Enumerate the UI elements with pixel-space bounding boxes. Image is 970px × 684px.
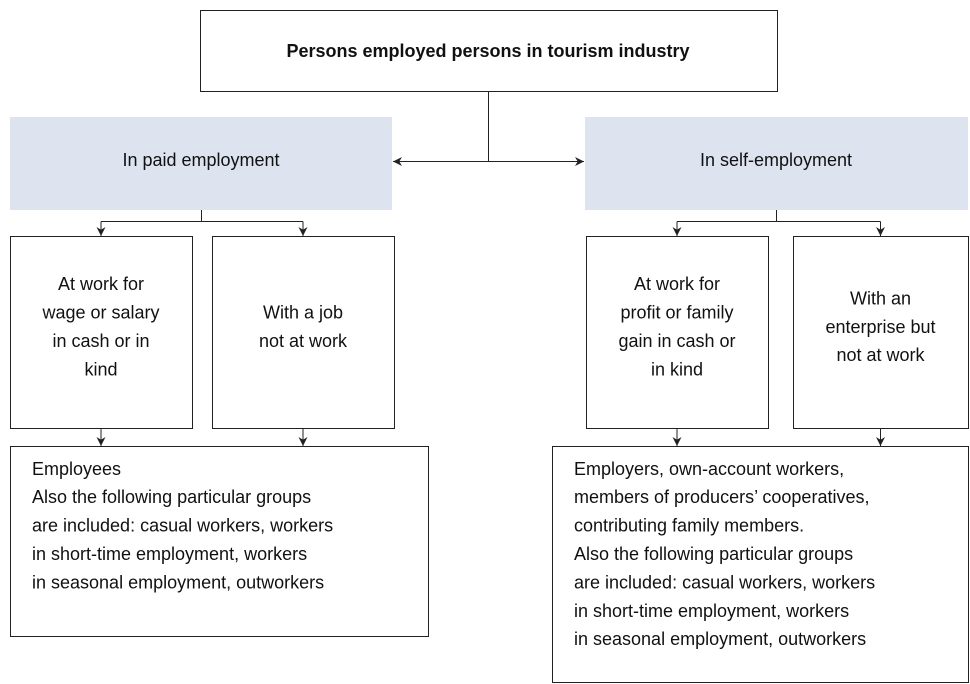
- category-text: not at work: [259, 331, 348, 351]
- category-text: At work for: [634, 274, 720, 294]
- description-text: are included: casual workers, workers: [32, 516, 333, 536]
- branch-label: In self-employment: [700, 150, 852, 170]
- description-text: contributing family members.: [574, 516, 804, 536]
- description-box: [552, 446, 969, 683]
- branch-box: [10, 117, 392, 210]
- category-text: wage or salary: [41, 303, 159, 323]
- title: Persons employed persons in tourism indu…: [286, 41, 689, 61]
- description-text: in short-time employment, workers: [32, 544, 307, 564]
- connector: [677, 210, 881, 222]
- category-text: enterprise but: [825, 317, 935, 337]
- description-text: members of producers’ cooperatives,: [574, 487, 869, 507]
- category-text: With an: [850, 288, 911, 308]
- category-box: [586, 236, 769, 429]
- description-text: Employers, own-account workers,: [574, 459, 844, 479]
- category-box: [10, 236, 193, 429]
- description-box: [10, 446, 429, 637]
- connector: [101, 210, 303, 222]
- description-text: in short-time employment, workers: [574, 601, 849, 621]
- category-text: not at work: [836, 345, 925, 365]
- category-text: gain in cash or: [618, 331, 735, 351]
- category-text: in kind: [651, 359, 703, 379]
- category-text: kind: [84, 359, 117, 379]
- category-text: in cash or in: [52, 331, 149, 351]
- branch-box: [585, 117, 968, 210]
- description-text: in seasonal employment, outworkers: [32, 572, 324, 592]
- category-text: profit or family: [620, 303, 733, 323]
- description-text: Employees: [32, 459, 121, 479]
- category-text: At work for: [58, 274, 144, 294]
- description-text: are included: casual workers, workers: [574, 572, 875, 592]
- category-box: [793, 236, 969, 429]
- description-text: Also the following particular groups: [574, 544, 853, 564]
- branch-label: In paid employment: [122, 150, 279, 170]
- description-text: Also the following particular groups: [32, 487, 311, 507]
- category-text: With a job: [263, 303, 343, 323]
- description-text: in seasonal employment, outworkers: [574, 629, 866, 649]
- title-box: [200, 10, 778, 92]
